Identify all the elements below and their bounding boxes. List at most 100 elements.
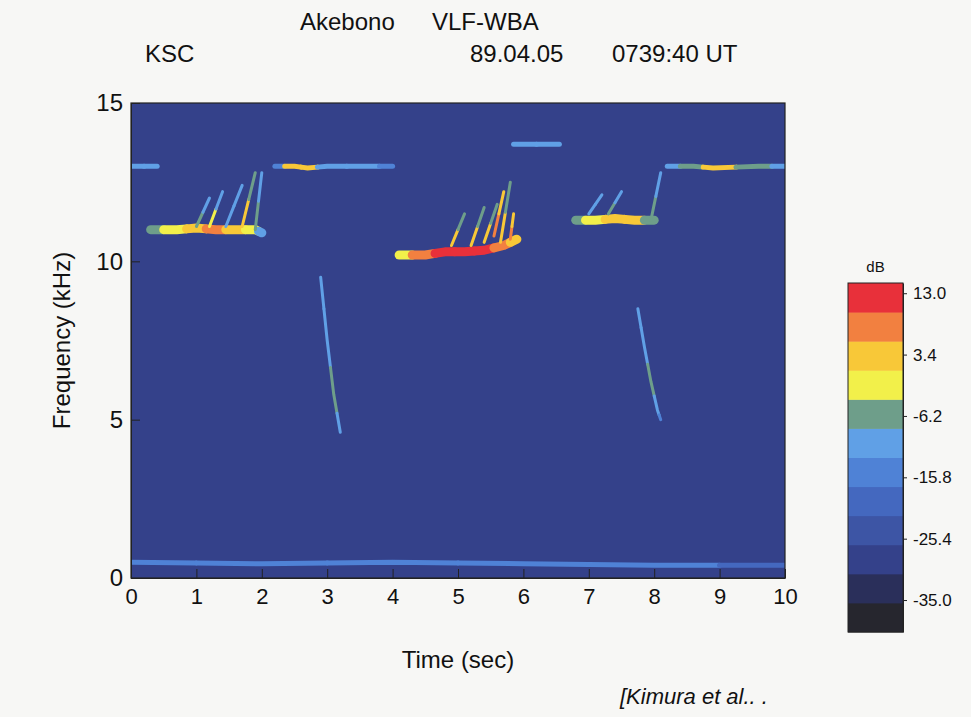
emission-segment — [347, 164, 380, 169]
x-tick-mark — [393, 569, 394, 578]
x-tick: 1 — [191, 569, 203, 609]
y-tick-mark — [131, 578, 140, 579]
chart: AkebonoVLF-WBAKSC89.04.050739:40 UT01234… — [0, 0, 971, 717]
emission-segment — [234, 185, 242, 206]
emission-trace — [471, 208, 484, 246]
emission-segment — [608, 203, 615, 214]
emission-segment — [458, 563, 589, 565]
emission-segment — [131, 560, 196, 566]
colorbar-tick-mark — [903, 539, 907, 540]
y-axis-title: Frequency (kHz) — [48, 252, 75, 429]
emission-segment — [494, 214, 499, 236]
y-tick-label: 10 — [96, 248, 123, 275]
colorbar-tick-label: -35.0 — [913, 591, 952, 610]
x-axis: 012345678910 — [125, 569, 797, 609]
plot-frame — [131, 103, 785, 578]
emission-segment — [249, 173, 256, 200]
emission-trace — [608, 192, 621, 214]
x-tick-label: 4 — [387, 584, 399, 609]
emission-segment — [196, 212, 203, 226]
emission-segment — [216, 192, 223, 209]
emission-segment — [337, 413, 340, 432]
emission-trace — [451, 214, 464, 246]
emission-segment — [505, 182, 510, 212]
colorbar-cell — [848, 603, 903, 633]
y-tick: 10 — [96, 248, 140, 275]
x-tick-mark — [589, 569, 590, 578]
colorbar-cell — [848, 487, 903, 517]
emission-segment — [196, 560, 327, 566]
emission-segment — [510, 227, 512, 240]
y-tick-label: 15 — [96, 89, 123, 116]
colorbar-tick-label: -25.4 — [913, 530, 952, 549]
x-tick-mark — [196, 569, 197, 578]
x-tick-label: 9 — [714, 584, 726, 609]
colorbar-tick-mark — [903, 600, 907, 601]
emission-segment — [451, 230, 458, 246]
x-tick: 6 — [518, 569, 530, 609]
emission-segment — [484, 223, 491, 242]
plot-area — [131, 144, 785, 565]
emission-segment — [499, 192, 504, 214]
emission-segment — [324, 309, 331, 368]
x-tick-label: 10 — [773, 584, 797, 609]
colorbar-tick-mark — [903, 355, 907, 356]
emission-segment — [720, 563, 785, 568]
x-axis-title: Time (sec) — [402, 646, 514, 673]
y-tick-mark — [131, 261, 140, 262]
emission-segment — [380, 164, 393, 169]
emission-segment — [203, 198, 210, 212]
colorbar-title: dB — [866, 258, 884, 275]
emission-trace — [651, 173, 661, 221]
colorbar-cell — [848, 283, 903, 313]
emission-segment — [648, 364, 655, 396]
emission-segment — [501, 212, 506, 242]
x-tick-label: 8 — [649, 584, 661, 609]
y-tick-label: 5 — [110, 406, 123, 433]
emission-segment — [641, 328, 648, 364]
emission-trace — [510, 214, 513, 239]
x-tick: 7 — [583, 569, 595, 609]
subtitle: 0739:40 UT — [612, 40, 738, 67]
emission-trace — [514, 144, 560, 145]
colorbar-cell — [848, 370, 903, 400]
y-tick: 0 — [110, 564, 140, 591]
emission-segment — [478, 208, 485, 227]
emission-trace — [209, 192, 222, 227]
emission-segment — [317, 164, 346, 170]
colorbar-tick: -35.0 — [903, 591, 952, 610]
emission-segment — [589, 204, 596, 214]
annotation: [Kimura et al.. . — [619, 684, 768, 709]
colorbar-axis-line — [903, 284, 904, 633]
emission-trace — [255, 173, 262, 230]
emission-segment — [589, 562, 720, 568]
x-tick-mark — [262, 569, 263, 578]
colorbar-tick: -25.4 — [903, 530, 952, 549]
emission-segment — [330, 367, 337, 413]
colorbar-tick-label: -6.2 — [913, 407, 942, 426]
x-tick-mark — [654, 569, 655, 578]
y-axis: 0 5 10 15 — [96, 89, 140, 591]
colorbar-tick: -6.2 — [903, 407, 942, 426]
x-tick-mark — [720, 569, 721, 578]
colorbar-tick-mark — [903, 477, 907, 478]
x-tick: 5 — [452, 569, 464, 609]
x-tick: 10 — [773, 569, 797, 609]
title: VLF-WBA — [432, 8, 539, 35]
x-axis-line — [132, 578, 786, 579]
x-tick-label: 1 — [191, 584, 203, 609]
emission-segment — [209, 209, 216, 226]
emission-segment — [736, 164, 772, 170]
colorbar-cell — [848, 399, 903, 429]
emission-segment — [327, 560, 458, 566]
emission-segment — [680, 164, 703, 170]
emission-segment — [536, 142, 559, 147]
emission-trace — [131, 166, 157, 167]
emission-trace — [576, 219, 654, 221]
emission-segment — [259, 231, 262, 233]
colorbar-cell — [848, 574, 903, 604]
colorbar-tick-label: 3.4 — [913, 346, 937, 365]
emission-segment — [654, 396, 659, 415]
x-tick-label: 5 — [452, 584, 464, 609]
emission-segment — [595, 195, 602, 205]
